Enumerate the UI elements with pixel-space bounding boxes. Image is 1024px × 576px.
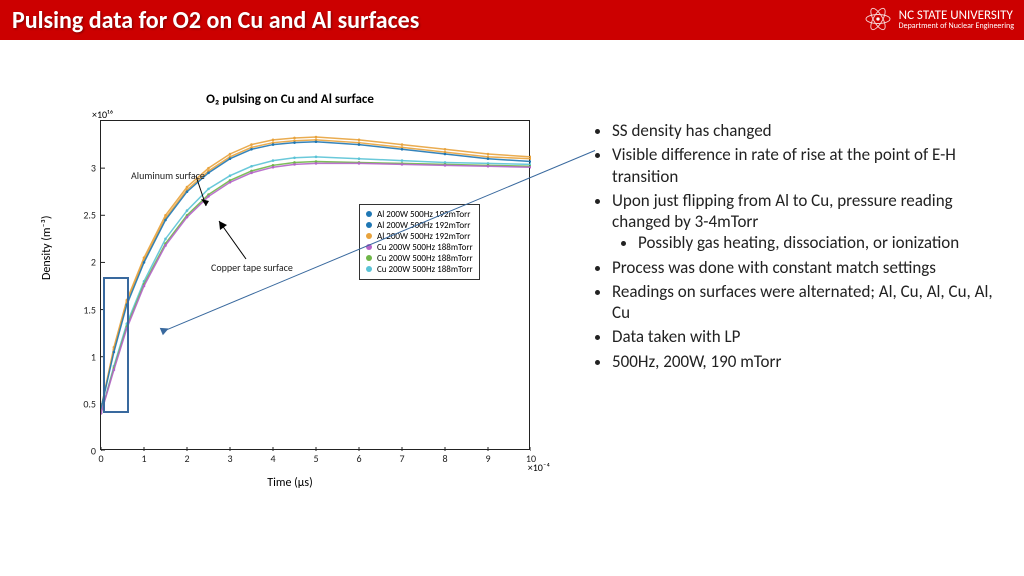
bullet-item: Process was done with constant match set… (612, 257, 994, 278)
chart: O₂ pulsing on Cu and Al surface ×10¹⁶ De… (30, 80, 550, 500)
x-axis-label: Time (µs) (30, 476, 550, 490)
chart-title: O₂ pulsing on Cu and Al surface (30, 92, 550, 107)
annotation-cu: Copper tape surface (211, 261, 293, 274)
bullet-item: Visible difference in rate of rise at th… (612, 144, 994, 187)
university-logo: NC STATE UNIVERSITY Department of Nuclea… (863, 4, 1014, 34)
slide-title: Pulsing data for O2 on Cu and Al surface… (12, 6, 419, 35)
bullet-list: SS density has changed Visible differenc… (590, 120, 994, 372)
bullets-column: SS density has changed Visible differenc… (580, 40, 1024, 576)
chart-column: O₂ pulsing on Cu and Al surface ×10¹⁶ De… (0, 40, 580, 576)
bullet-item: SS density has changed (612, 120, 994, 141)
bullet-subitem: Possibly gas heating, dissociation, or i… (638, 232, 994, 253)
bullet-item: Data taken with LP (612, 326, 994, 347)
bullet-item: Readings on surfaces were alternated; Al… (612, 281, 994, 324)
slide-header: Pulsing data for O2 on Cu and Al surface… (0, 0, 1024, 40)
bullet-item: 500Hz, 200W, 190 mTorr (612, 351, 994, 372)
y-axis-label: Density (m⁻³) (40, 216, 54, 280)
slide-content: O₂ pulsing on Cu and Al surface ×10¹⁶ De… (0, 40, 1024, 576)
plot-area: 00.511.522.53012345678910Aluminum surfac… (100, 120, 530, 450)
highlight-rect (103, 277, 129, 414)
dept-name: Department of Nuclear Engineering (899, 22, 1014, 30)
bullet-item: Upon just flipping from Al to Cu, pressu… (612, 190, 994, 254)
atom-icon (863, 4, 893, 34)
annotation-al: Aluminum surface (131, 169, 205, 182)
logo-text: NC STATE UNIVERSITY Department of Nuclea… (899, 9, 1014, 30)
